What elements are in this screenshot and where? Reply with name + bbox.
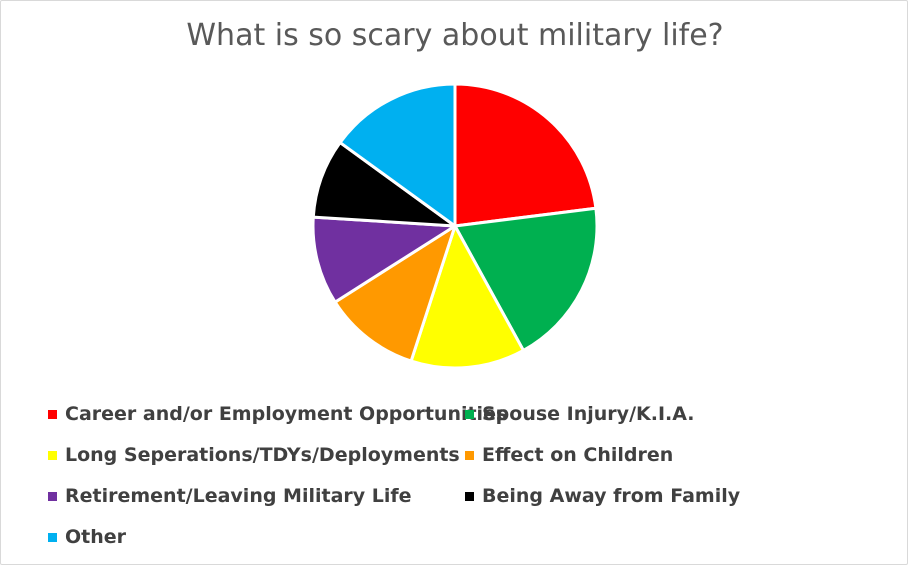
legend-label: Spouse Injury/K.I.A. <box>482 403 695 425</box>
legend-label: Being Away from Family <box>482 485 741 507</box>
legend-label: Long Seperations/TDYs/Deployments <box>65 444 460 466</box>
pie-slice-5 <box>311 215 457 304</box>
legend-swatch <box>48 491 57 501</box>
legend-item: Spouse Injury/K.I.A. <box>465 400 695 428</box>
legend-item: Effect on Children <box>465 441 673 469</box>
pie-slice-7 <box>338 82 457 228</box>
legend-label: Other <box>65 526 127 548</box>
chart-title: What is so scary about military life? <box>186 18 724 53</box>
legend-item: Career and/or Employment Opportunities <box>48 400 507 428</box>
legend-swatch <box>465 491 474 501</box>
pie-slice-4 <box>333 224 457 363</box>
legend-swatch <box>465 409 474 419</box>
legend-label: Career and/or Employment Opportunities <box>65 403 508 425</box>
legend-label: Retirement/Leaving Military Life <box>65 485 412 507</box>
pie-slice-3 <box>409 224 525 370</box>
legend-item: Long Seperations/TDYs/Deployments <box>48 441 460 469</box>
pie-slice-1 <box>453 82 598 228</box>
legend-item: Retirement/Leaving Military Life <box>48 482 412 510</box>
legend-swatch <box>48 409 57 419</box>
legend-label: Effect on Children <box>482 444 674 466</box>
legend-swatch <box>48 532 57 542</box>
legend-item: Other <box>48 523 126 551</box>
legend-swatch <box>465 450 474 460</box>
legend-swatch <box>48 450 57 460</box>
pie-slice-6 <box>311 141 457 228</box>
pie-slice-2 <box>453 206 599 352</box>
legend-item: Being Away from Family <box>465 482 740 510</box>
